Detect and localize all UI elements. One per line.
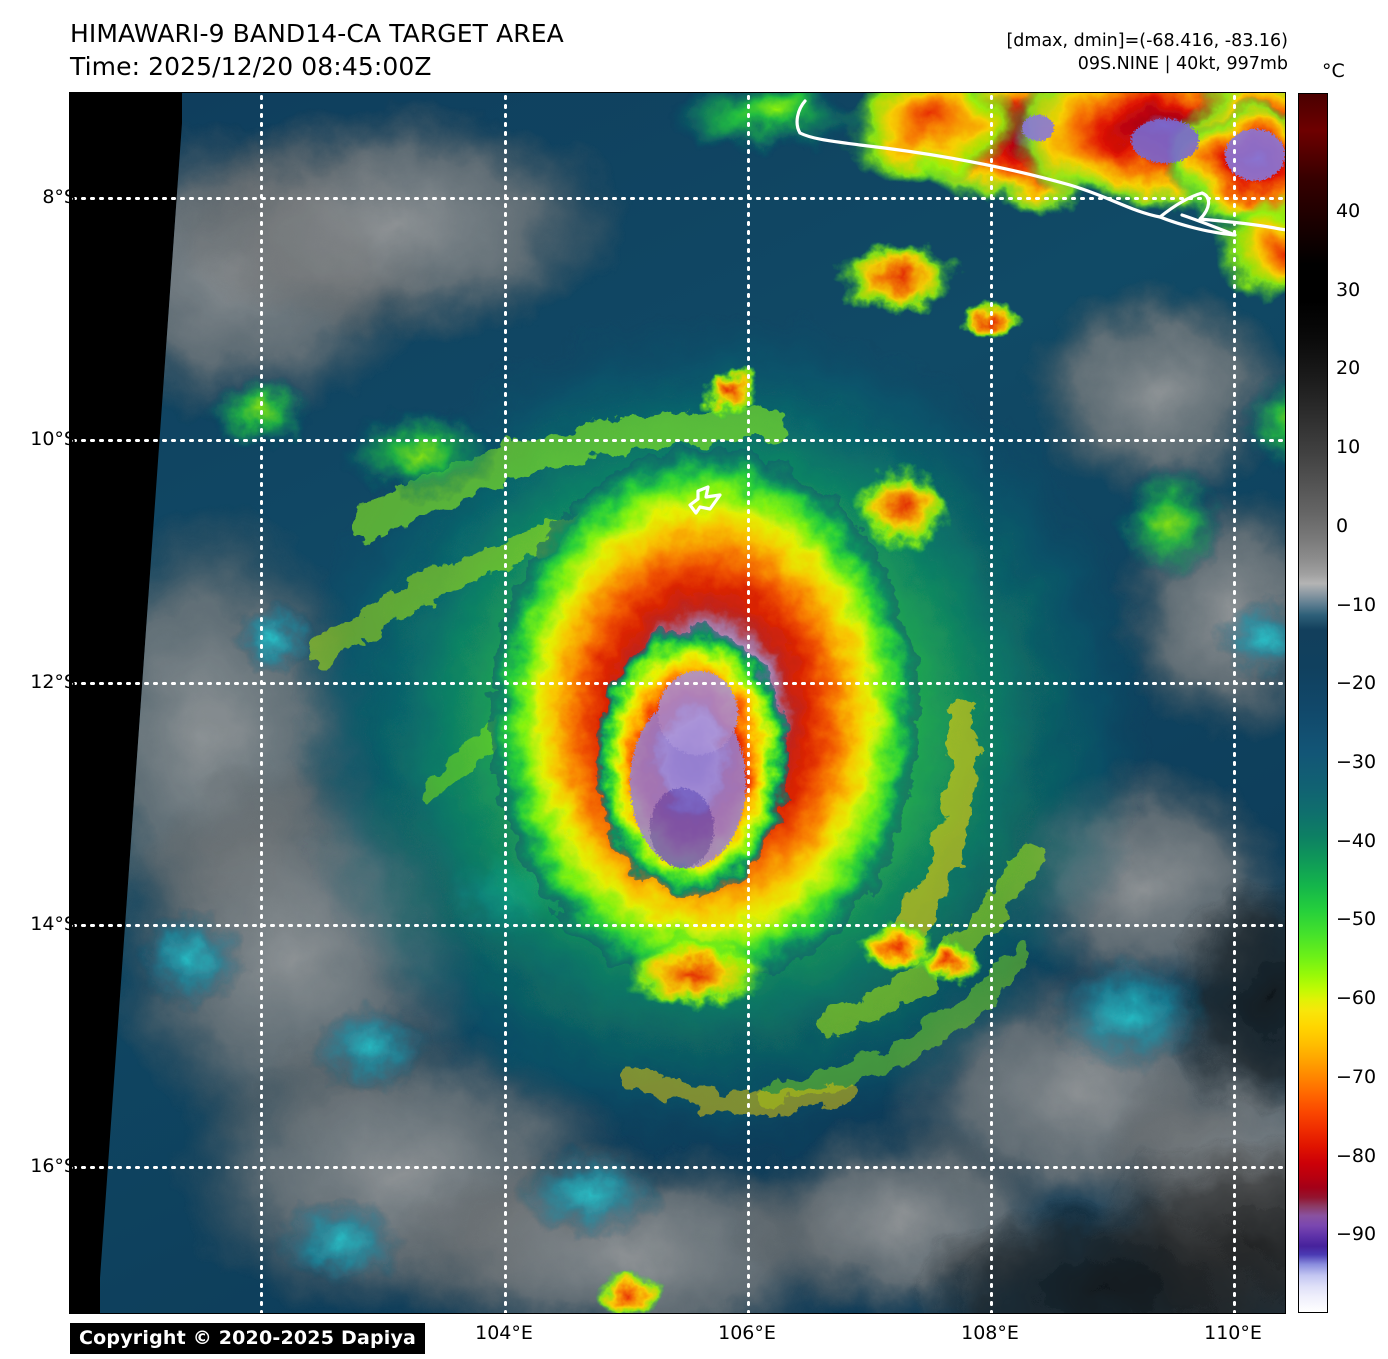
header-title-block: HIMAWARI-9 BAND14-CA TARGET AREA Time: 2… <box>70 18 564 83</box>
colorbar-tick--90: −90 <box>1336 1223 1377 1246</box>
colorbar-tick-10: 10 <box>1336 436 1361 459</box>
timestamp-line: Time: 2025/12/20 08:45:00Z <box>70 51 432 81</box>
colorbar-tick--50: −50 <box>1336 908 1377 931</box>
lon-tick-106E: 106°E <box>718 1322 776 1344</box>
lat-tick-12S: 12°S <box>30 671 76 693</box>
satellite-imagery <box>70 93 1285 1313</box>
temperature-colorbar <box>1298 93 1328 1313</box>
colorbar-tick-0: 0 <box>1336 514 1349 537</box>
lat-tick-16S: 16°S <box>30 1155 76 1177</box>
storm-info-readout: 09S.NINE | 40kt, 997mb <box>1077 54 1288 75</box>
lat-tick-14S: 14°S <box>30 913 76 935</box>
satellite-image-plot[interactable] <box>70 93 1285 1313</box>
colorbar-unit-label: °C <box>1322 60 1345 82</box>
lat-tick-10S: 10°S <box>30 428 76 450</box>
lon-tick-108E: 108°E <box>961 1322 1019 1344</box>
copyright-watermark: Copyright © 2020-2025 Dapiya <box>70 1323 426 1354</box>
colorbar-tick--10: −10 <box>1336 593 1377 616</box>
page-title: HIMAWARI-9 BAND14-CA TARGET AREA <box>70 19 564 48</box>
colorbar-tick--30: −30 <box>1336 751 1377 774</box>
colorbar-tick-30: 30 <box>1336 278 1361 301</box>
colorbar-tick--80: −80 <box>1336 1144 1377 1167</box>
lon-tick-104E: 104°E <box>475 1322 533 1344</box>
colorbar-tick--60: −60 <box>1336 987 1377 1010</box>
colorbar-tick-20: 20 <box>1336 357 1361 380</box>
colorbar-tick--70: −70 <box>1336 1065 1377 1088</box>
colorbar-tick-40: 40 <box>1336 200 1361 223</box>
lat-tick-8S: 8°S <box>42 186 76 208</box>
colorbar-tick--40: −40 <box>1336 829 1377 852</box>
colorbar-tick--20: −20 <box>1336 672 1377 695</box>
header-meta-block: [dmax, dmin]=(-68.416, -83.16) 09S.NINE … <box>1006 30 1288 77</box>
dmax-dmin-readout: [dmax, dmin]=(-68.416, -83.16) <box>1006 31 1288 51</box>
lon-tick-110E: 110°E <box>1204 1322 1262 1344</box>
